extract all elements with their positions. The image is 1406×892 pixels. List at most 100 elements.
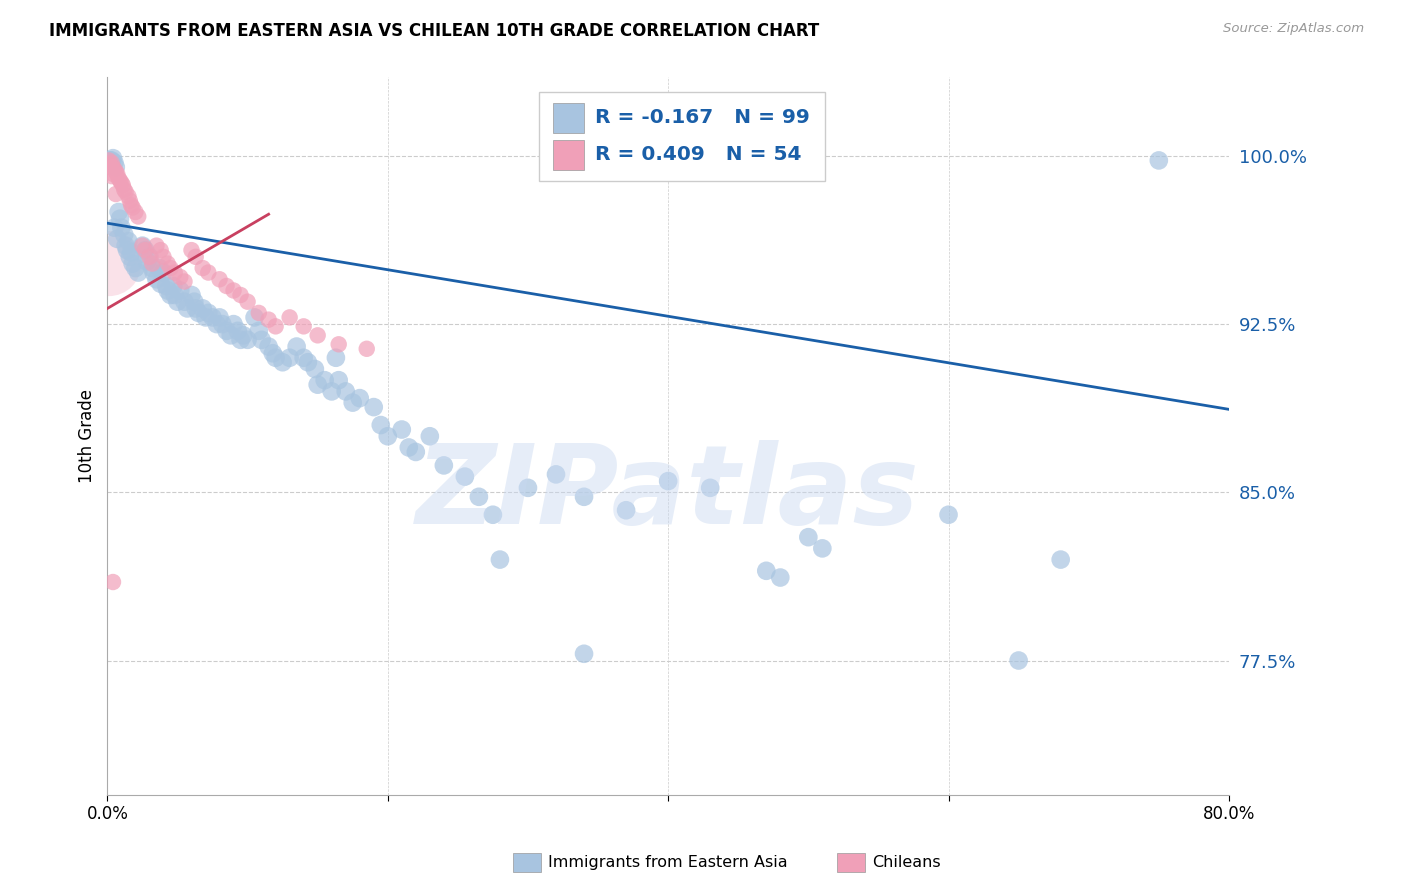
Point (180, 288, 202, 302)
Point (141, 261, 163, 276)
Point (292, 319, 315, 334)
Point (103, 162, 125, 177)
Point (325, 351, 347, 365)
Point (226, 324, 249, 338)
Point (229, 333, 252, 347)
Point (938, 508, 960, 522)
Point (278, 351, 301, 365)
Point (104, 160, 127, 174)
Point (194, 310, 217, 325)
Point (247, 324, 270, 338)
Point (107, 171, 129, 186)
Point (110, 220, 132, 235)
Point (159, 288, 181, 302)
Point (197, 266, 219, 280)
Point (292, 351, 315, 365)
Point (342, 395, 364, 409)
Point (117, 234, 139, 248)
Point (101, 160, 124, 174)
Point (211, 317, 233, 331)
Point (307, 328, 329, 343)
Point (572, 490, 595, 504)
Point (169, 284, 191, 298)
Point (104, 164, 127, 178)
Point (304, 362, 326, 376)
Text: Source: ZipAtlas.com: Source: ZipAtlas.com (1223, 22, 1364, 36)
Point (98, 158, 121, 172)
Point (152, 250, 174, 264)
Point (264, 319, 287, 334)
Point (112, 183, 135, 197)
Text: Immigrants from Eastern Asia: Immigrants from Eastern Asia (548, 855, 787, 870)
FancyBboxPatch shape (553, 140, 583, 170)
Point (118, 194, 141, 208)
Point (105, 167, 128, 181)
Point (114, 238, 136, 252)
Point (222, 317, 245, 331)
Point (115, 243, 138, 257)
Point (247, 306, 270, 320)
Point (219, 328, 242, 343)
Point (184, 250, 207, 264)
Point (191, 261, 214, 276)
Point (138, 250, 160, 264)
Point (335, 384, 357, 399)
Point (100, 169, 122, 183)
Point (468, 490, 491, 504)
Point (110, 176, 132, 190)
Point (163, 266, 186, 280)
Point (103, 155, 125, 169)
Point (797, 530, 820, 544)
Point (104, 187, 127, 202)
Point (572, 647, 595, 661)
Point (97, 153, 120, 168)
Point (138, 250, 160, 264)
Point (811, 541, 834, 556)
FancyBboxPatch shape (538, 92, 825, 181)
Point (419, 429, 441, 443)
Point (232, 328, 254, 343)
Point (121, 256, 143, 270)
Point (278, 310, 301, 325)
Point (349, 391, 371, 405)
Point (162, 279, 184, 293)
Point (118, 250, 141, 264)
Point (257, 312, 280, 326)
Point (149, 277, 172, 291)
Point (699, 481, 721, 495)
Point (482, 508, 505, 522)
Point (454, 469, 477, 483)
Point (264, 351, 287, 365)
Text: IMMIGRANTS FROM EASTERN ASIA VS CHILEAN 10TH GRADE CORRELATION CHART: IMMIGRANTS FROM EASTERN ASIA VS CHILEAN … (49, 22, 820, 40)
Point (356, 342, 378, 356)
Point (363, 400, 385, 414)
Point (285, 340, 308, 354)
Point (173, 275, 195, 289)
Point (124, 261, 146, 276)
Point (191, 301, 214, 316)
Point (156, 256, 179, 270)
Point (370, 418, 392, 433)
Point (180, 243, 202, 257)
Text: R = -0.167   N = 99: R = -0.167 N = 99 (595, 108, 810, 128)
Point (114, 185, 136, 199)
Point (377, 429, 399, 443)
Point (398, 441, 420, 455)
Point (243, 310, 266, 325)
Point (184, 301, 207, 316)
Point (769, 570, 792, 584)
Point (127, 210, 149, 224)
Point (262, 346, 284, 360)
Point (307, 377, 329, 392)
Point (405, 445, 427, 459)
Point (100, 158, 122, 172)
Point (517, 481, 540, 495)
Point (101, 574, 124, 589)
Point (433, 458, 456, 473)
Point (657, 474, 679, 488)
Point (149, 243, 172, 257)
Point (1049, 552, 1071, 566)
Point (169, 270, 191, 285)
Point (135, 254, 157, 268)
Point (544, 467, 567, 482)
